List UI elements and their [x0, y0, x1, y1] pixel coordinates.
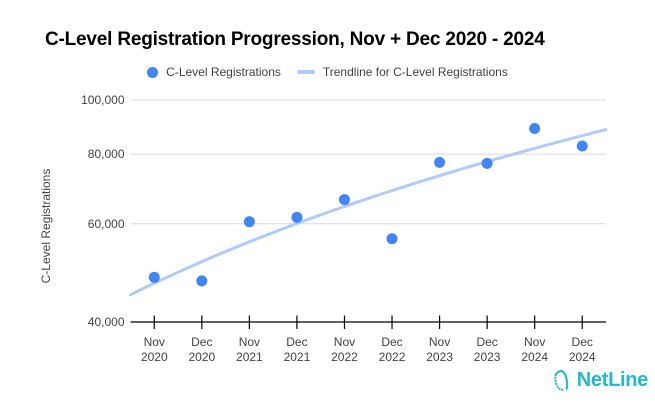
- x-tick-label-year: 2022: [331, 350, 358, 364]
- y-tick-label: 100,000: [81, 93, 125, 107]
- x-tick-label-month: Dec: [191, 335, 212, 349]
- netline-logo[interactable]: NetLine: [549, 368, 648, 393]
- legend-item-trendline: Trendline for C-Level Registrations: [296, 65, 508, 79]
- x-tick-label-month: Dec: [381, 335, 402, 349]
- x-tick-label-year: 2022: [379, 350, 406, 364]
- x-tick-label-month: Dec: [572, 335, 593, 349]
- data-point-dec-2022[interactable]: [386, 233, 398, 245]
- y-tick-label: 80,000: [88, 147, 125, 161]
- x-tick-label-month: Dec: [286, 335, 307, 349]
- data-point-nov-2021[interactable]: [243, 216, 255, 228]
- x-tick-label-month: Dec: [476, 335, 497, 349]
- data-point-dec-2024[interactable]: [576, 140, 588, 152]
- trendline-swatch: [296, 70, 315, 74]
- x-tick-label-year: 2021: [284, 350, 311, 364]
- x-tick-label-year: 2020: [188, 350, 215, 364]
- legend-item-registrations: C-Level Registrations: [147, 65, 281, 79]
- data-point-nov-2023[interactable]: [434, 156, 446, 168]
- y-tick-label: 40,000: [88, 315, 125, 329]
- x-tick-label-month: Nov: [524, 335, 545, 349]
- data-point-nov-2020[interactable]: [148, 271, 160, 283]
- trendline-path: [129, 128, 608, 297]
- x-tick-label-year: 2023: [474, 350, 501, 364]
- x-tick-label-month: Nov: [334, 335, 355, 349]
- x-tick-label-year: 2024: [569, 350, 596, 364]
- x-tick-label-year: 2024: [521, 350, 548, 364]
- x-tick-label-month: Nov: [144, 335, 165, 349]
- data-point-nov-2024[interactable]: [529, 123, 541, 135]
- x-tick-label-year: 2020: [141, 350, 168, 364]
- series-dot-swatch: [147, 66, 159, 78]
- x-tick-label-year: 2021: [236, 350, 263, 364]
- x-tick-label-month: Nov: [429, 335, 450, 349]
- netline-icon: [553, 370, 569, 391]
- chart-legend: C-Level Registrations Trendline for C-Le…: [0, 64, 655, 80]
- netline-wordmark: NetLine: [576, 369, 649, 391]
- data-point-dec-2021[interactable]: [291, 211, 303, 223]
- x-tick-label-year: 2023: [426, 350, 453, 364]
- x-tick-label-month: Nov: [239, 335, 260, 349]
- data-point-dec-2023[interactable]: [481, 157, 493, 169]
- chart-title: C-Level Registration Progression, Nov + …: [45, 29, 545, 50]
- data-point-dec-2020[interactable]: [196, 275, 208, 287]
- y-tick-label: 60,000: [88, 217, 125, 231]
- legend-series-label: C-Level Registrations: [166, 65, 281, 79]
- data-point-nov-2022[interactable]: [338, 194, 350, 206]
- legend-trendline-label: Trendline for C-Level Registrations: [322, 65, 508, 79]
